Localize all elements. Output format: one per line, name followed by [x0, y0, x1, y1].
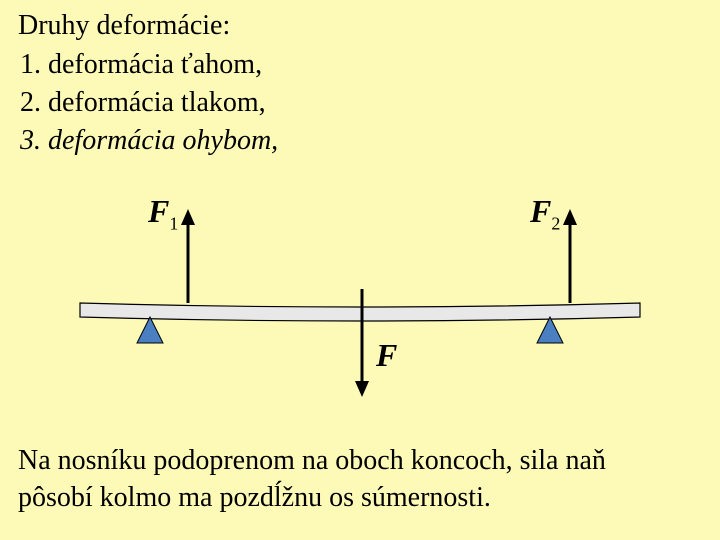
- label-f1-sub: 1: [169, 214, 178, 234]
- list-item-3: 3. deformácia ohybom,: [20, 122, 702, 160]
- label-f2-main: F: [530, 193, 551, 229]
- diagram-svg: [40, 189, 680, 419]
- label-f-main: F: [376, 337, 397, 373]
- bottom-line-1: Na nosníku podoprenom na oboch koncoch, …: [18, 445, 606, 476]
- label-f: F: [376, 337, 397, 374]
- label-f1: F1: [148, 193, 178, 234]
- page: Druhy deformácie: 1. deformácia ťahom, 2…: [0, 0, 720, 540]
- bottom-line-2: pôsobí kolmo ma pozdĺžnu os súmernosti.: [18, 482, 491, 513]
- label-f1-main: F: [148, 193, 169, 229]
- heading: Druhy deformácie:: [18, 10, 702, 42]
- list-item-1: 1. deformácia ťahom,: [20, 46, 702, 84]
- label-f2-sub: 2: [551, 214, 560, 234]
- label-f2: F2: [530, 193, 560, 234]
- beam-diagram: F1 F2 F: [40, 189, 680, 419]
- bottom-text: Na nosníku podoprenom na oboch koncoch, …: [18, 443, 698, 516]
- list-item-2: 2. deformácia tlakom,: [20, 84, 702, 122]
